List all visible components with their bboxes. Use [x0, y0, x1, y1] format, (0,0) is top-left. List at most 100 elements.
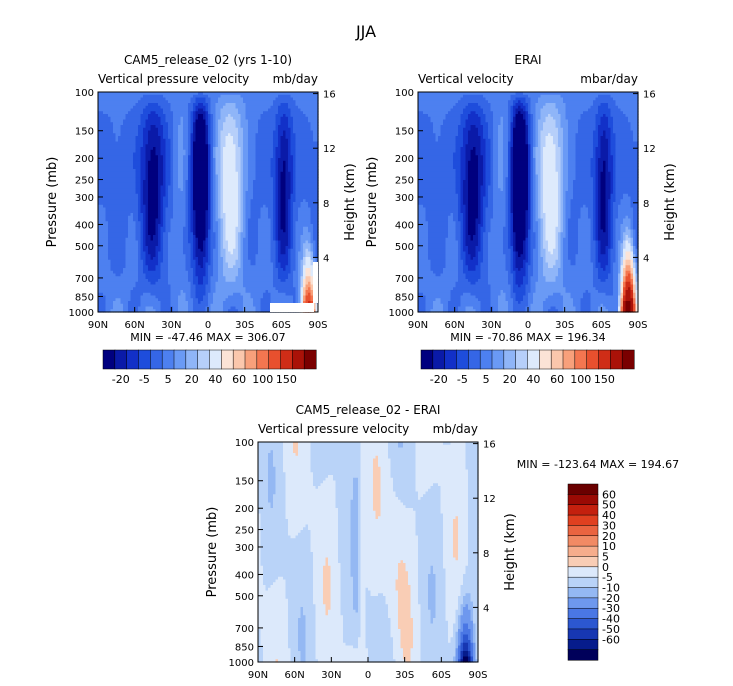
heatmap-cell	[178, 218, 182, 222]
heatmap-cell	[160, 210, 164, 214]
heatmap-cell	[155, 232, 159, 236]
heatmap-cell	[120, 207, 124, 211]
heatmap-cell	[200, 174, 204, 178]
heatmap-cell	[203, 122, 207, 126]
heatmap-cell	[145, 97, 149, 101]
heatmap-cell	[205, 166, 209, 170]
heatmap-cell	[208, 169, 212, 173]
heatmap-cell	[155, 226, 159, 231]
heatmap-cell	[148, 171, 152, 176]
heatmap-cell	[105, 163, 109, 167]
heatmap-cell	[153, 210, 157, 214]
heatmap-cell	[153, 199, 157, 203]
heatmap-cell	[188, 268, 192, 272]
heatmap-cell	[195, 246, 199, 250]
heatmap-cell	[185, 155, 189, 159]
heatmap-cell	[178, 213, 182, 217]
heatmap-cell	[208, 138, 212, 143]
heatmap-cell	[120, 306, 124, 310]
heatmap-cell	[165, 163, 169, 167]
heatmap-cell	[135, 100, 139, 104]
heatmap-cell	[163, 97, 167, 101]
heatmap-cell	[133, 215, 137, 220]
heatmap-cell	[123, 309, 127, 313]
heatmap-cell	[153, 262, 157, 266]
heatmap-cell	[193, 130, 197, 134]
heatmap-cell	[185, 160, 189, 165]
heatmap-cell	[100, 218, 104, 222]
heatmap-cell	[200, 105, 204, 110]
heatmap-cell	[205, 207, 209, 211]
heatmap-cell	[115, 199, 119, 203]
heatmap-cell	[130, 254, 134, 258]
heatmap-cell	[115, 114, 119, 118]
heatmap-cell	[140, 141, 144, 145]
heatmap-cell	[168, 163, 172, 167]
heatmap-cell	[100, 229, 104, 233]
heatmap-cell	[138, 127, 142, 132]
heatmap-cell	[175, 281, 179, 286]
heatmap-cell	[133, 193, 137, 198]
heatmap-cell	[185, 105, 189, 110]
heatmap-cell	[123, 287, 127, 291]
heatmap-cell	[168, 171, 172, 176]
heatmap-cell	[110, 254, 114, 258]
heatmap-cell	[128, 306, 132, 310]
heatmap-cell	[103, 158, 107, 162]
heatmap-cell	[133, 171, 137, 176]
heatmap-cell	[118, 103, 122, 107]
heatmap-cell	[203, 204, 207, 209]
heatmap-cell	[138, 279, 142, 283]
heatmap-cell	[98, 138, 102, 143]
heatmap-cell	[163, 273, 167, 277]
heatmap-cell	[138, 246, 142, 250]
heatmap-cell	[168, 160, 172, 165]
heatmap-cell	[190, 232, 194, 236]
heatmap-cell	[135, 268, 139, 272]
heatmap-cell	[123, 188, 127, 192]
heatmap-cell	[198, 276, 202, 280]
heatmap-cell	[133, 262, 137, 266]
heatmap-cell	[100, 243, 104, 247]
heatmap-cell	[145, 111, 149, 115]
heatmap-cell	[195, 235, 199, 239]
heatmap-cell	[148, 298, 152, 302]
heatmap-cell	[170, 160, 174, 165]
heatmap-cell	[133, 174, 137, 178]
heatmap-cell	[168, 237, 172, 242]
heatmap-cell	[168, 259, 172, 264]
heatmap-cell	[178, 138, 182, 143]
heatmap-cell	[200, 182, 204, 187]
heatmap-cell	[175, 262, 179, 266]
heatmap-cell	[183, 177, 187, 181]
heatmap-cell	[103, 246, 107, 250]
heatmap-cell	[155, 210, 159, 214]
heatmap-cell	[113, 152, 117, 156]
heatmap-cell	[165, 295, 169, 299]
heatmap-cell	[200, 240, 204, 244]
heatmap-cell	[155, 215, 159, 220]
heatmap-cell	[140, 257, 144, 261]
heatmap-cell	[205, 295, 209, 299]
heatmap-cell	[205, 243, 209, 247]
heatmap-cell	[123, 116, 127, 121]
heatmap-cell	[183, 199, 187, 203]
heatmap-cell	[208, 259, 212, 264]
heatmap-cell	[168, 306, 172, 310]
heatmap-cell	[185, 94, 189, 99]
heatmap-cell	[178, 306, 182, 310]
heatmap-cell	[138, 259, 142, 264]
heatmap-cell	[113, 229, 117, 233]
heatmap-cell	[105, 191, 109, 195]
heatmap-cell	[115, 262, 119, 266]
heatmap-cell	[143, 166, 147, 170]
heatmap-cell	[148, 155, 152, 159]
heatmap-cell	[103, 237, 107, 242]
heatmap-cell	[210, 240, 214, 244]
heatmap-cell	[110, 125, 114, 129]
heatmap-cell	[98, 174, 102, 178]
heatmap-cell	[183, 125, 187, 129]
heatmap-cell	[143, 114, 147, 118]
heatmap-cell	[158, 273, 162, 277]
heatmap-cell	[108, 204, 112, 209]
